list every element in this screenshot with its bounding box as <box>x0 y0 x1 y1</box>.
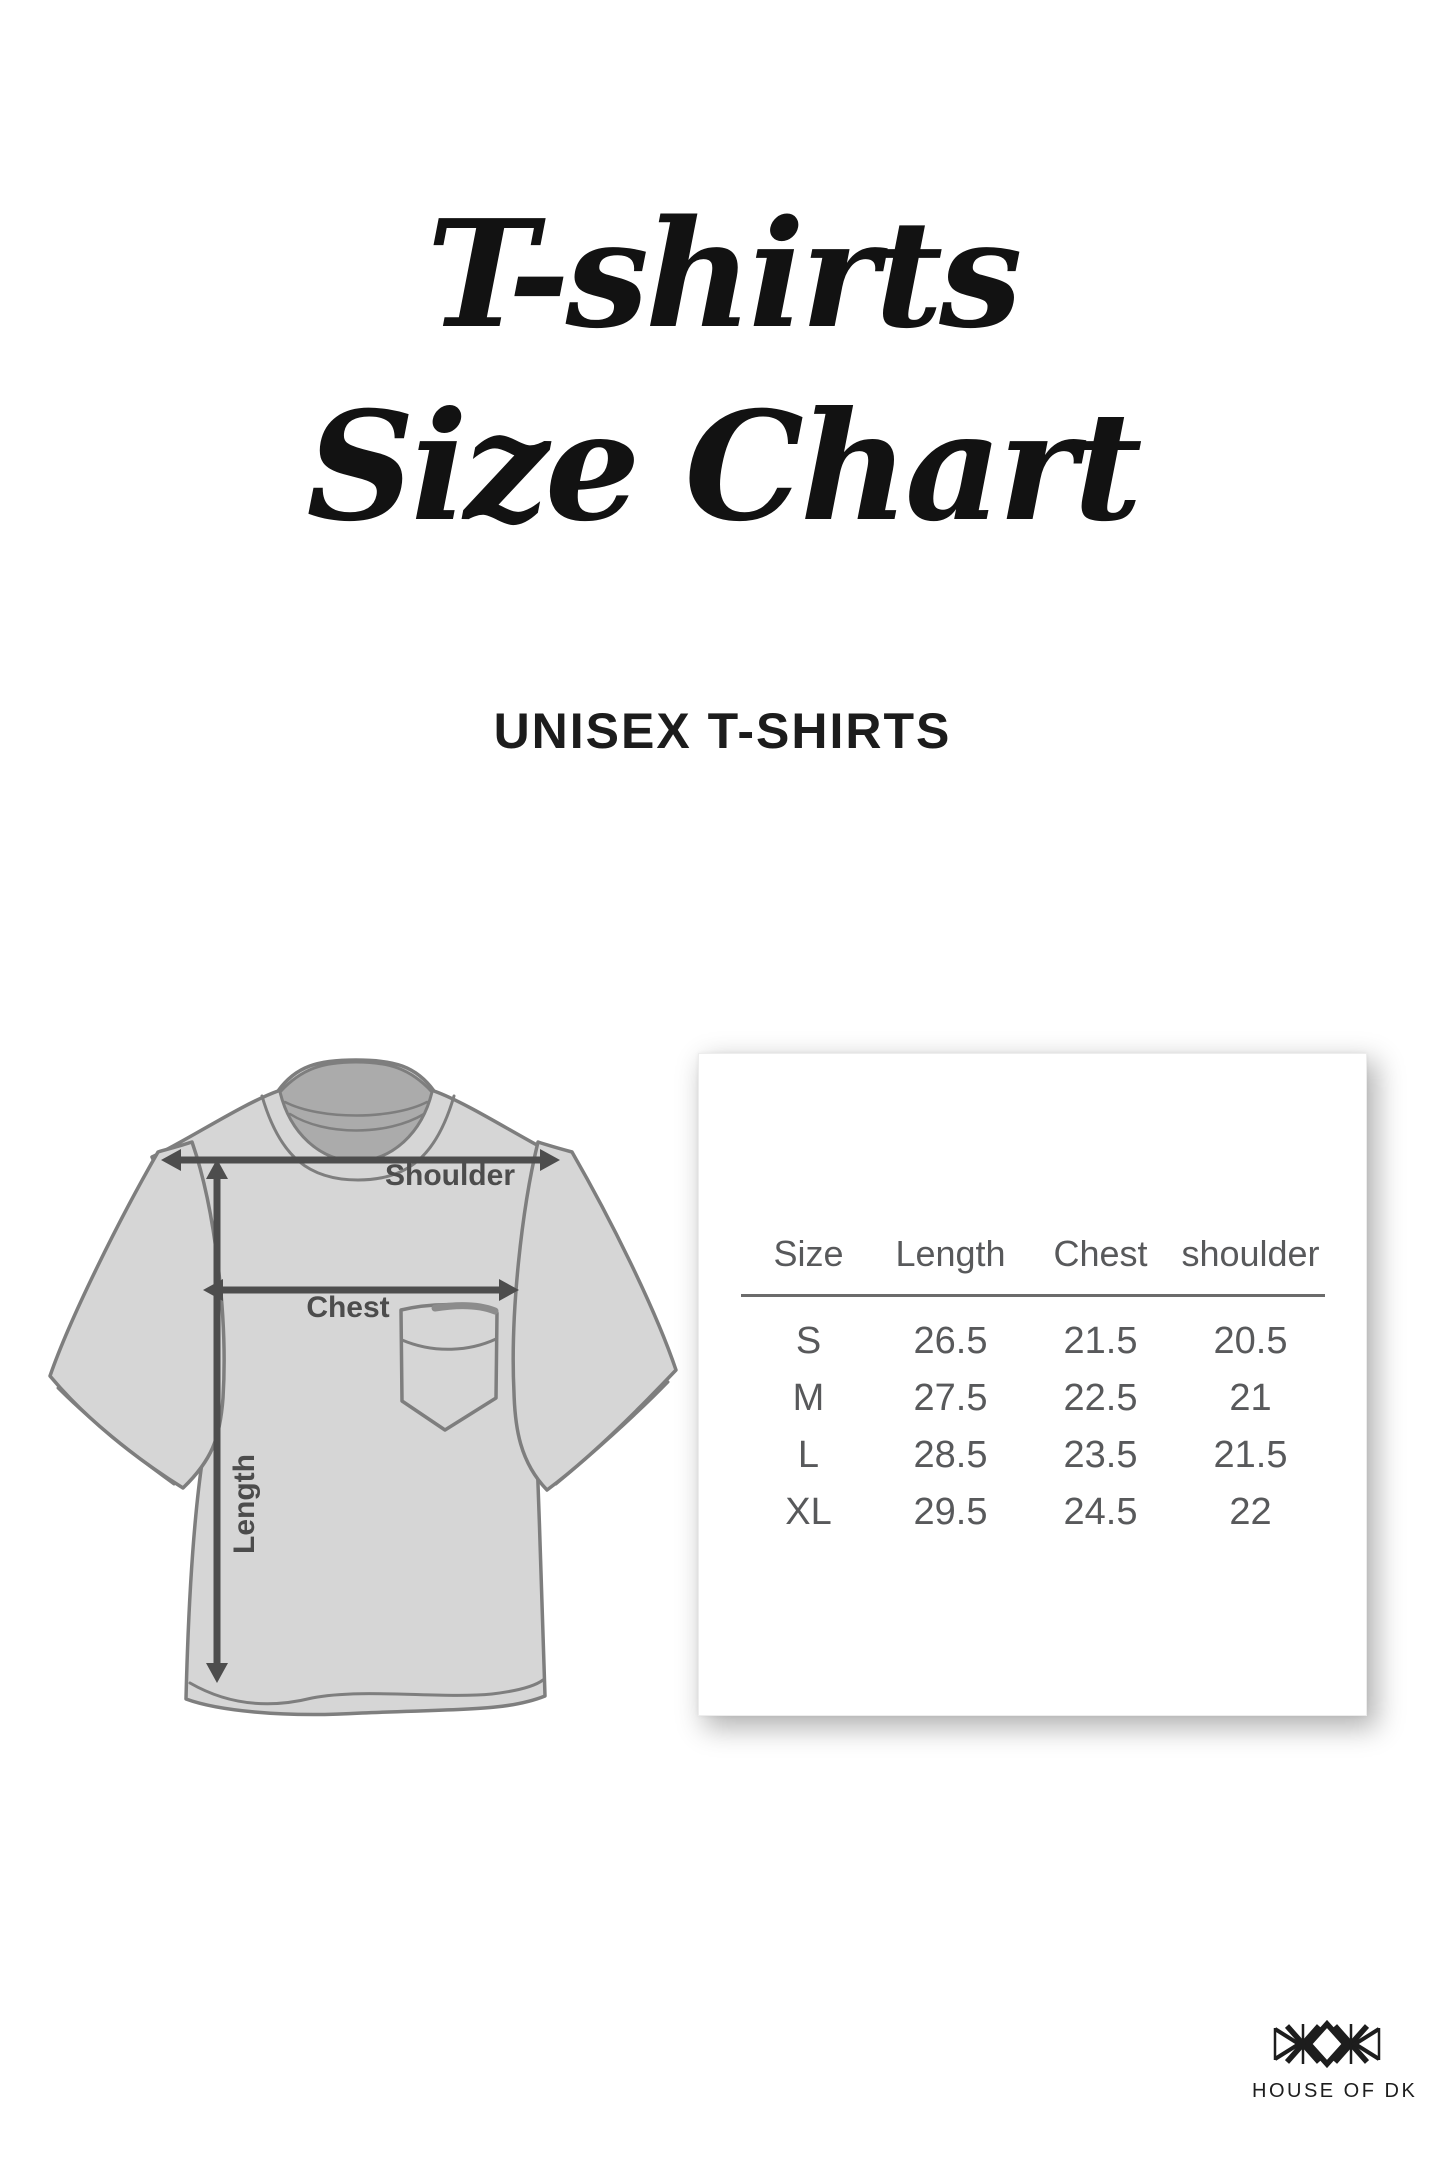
table-cell: 21.5 <box>1063 1320 1138 1362</box>
pocket-top-accent <box>431 1302 499 1315</box>
table-cell: 23.5 <box>1063 1434 1138 1476</box>
left-sleeve-hem-seam <box>56 1386 176 1486</box>
table-cell: M <box>792 1377 825 1419</box>
table-cell: 27.5 <box>913 1377 988 1419</box>
table-cell: L <box>797 1434 820 1476</box>
tshirt-left-sleeve <box>48 1140 226 1490</box>
shoulder-label: Shoulder <box>385 1159 515 1192</box>
table-body: S 26.5 21.5 20.5 M 27.5 22.5 21 L 28.5 23.5 21.5 XL 2… <box>741 1313 1325 1541</box>
arrowhead-right-icon <box>499 1279 519 1301</box>
table-row: M 27.5 22.5 21 <box>741 1370 1325 1427</box>
tshirt-measurement-diagram: Shoulder Chest Length <box>48 1058 678 1717</box>
table-header-cell: Chest <box>1053 1233 1148 1274</box>
tshirt-collar <box>278 1060 434 1163</box>
bottom-hem-seam <box>188 1678 545 1706</box>
table-cell: 22 <box>1229 1491 1272 1533</box>
table-header-cell: shoulder <box>1181 1233 1320 1274</box>
neckline-seam <box>260 1094 456 1182</box>
house-of-dk-monogram-icon <box>1273 2019 1381 2069</box>
brand-name: HOUSE OF DK <box>1252 2080 1418 2102</box>
table-cell: 22.5 <box>1063 1377 1138 1419</box>
table-header-cell: Size <box>773 1233 844 1274</box>
arrowhead-down-icon <box>206 1663 228 1683</box>
table-cell: 21 <box>1229 1377 1272 1419</box>
table-cell: XL <box>785 1491 832 1533</box>
chest-label: Chest <box>306 1291 389 1324</box>
table-cell: S <box>795 1320 822 1362</box>
page-title-line-2: Size Chart <box>306 379 1142 555</box>
pocket-flap-seam <box>400 1337 498 1351</box>
table-cell: 21.5 <box>1213 1434 1288 1476</box>
size-table: Size Length Chest shoulder S 26.5 21.5 20.5 M 27… <box>740 1228 1325 1541</box>
size-table-card: Size Length Chest shoulder S 26.5 21.5 20.5 M 27… <box>698 1053 1367 1716</box>
table-row: XL 29.5 24.5 22 <box>741 1484 1325 1541</box>
table-cell: 26.5 <box>913 1320 988 1362</box>
arrowhead-right-icon <box>540 1149 560 1171</box>
right-sleeve-hem-seam <box>554 1380 670 1486</box>
arrowhead-up-icon <box>206 1159 228 1179</box>
arrowhead-left-icon <box>161 1149 181 1171</box>
subtitle: UNISEX T-SHIRTS <box>493 703 952 759</box>
page-title-line-1: T-shirts <box>426 187 1023 361</box>
table-cell: 29.5 <box>913 1491 988 1533</box>
tshirt-body <box>150 1058 562 1717</box>
arrowhead-left-icon <box>203 1279 223 1301</box>
table-row: L 28.5 23.5 21.5 <box>741 1427 1325 1484</box>
table-header-cell: Length <box>895 1233 1006 1274</box>
table-header-rule <box>740 1294 1325 1297</box>
table-header-row: Size Length Chest shoulder <box>741 1228 1325 1280</box>
length-label: Length <box>228 1454 261 1554</box>
table-row: S 26.5 21.5 20.5 <box>741 1313 1325 1370</box>
table-cell: 24.5 <box>1063 1491 1138 1533</box>
brand-logo: HOUSE OF DK <box>1252 2019 1418 2103</box>
table-cell: 20.5 <box>1213 1320 1288 1362</box>
tshirt-right-sleeve <box>511 1140 678 1492</box>
collar-band-seams <box>283 1100 429 1132</box>
table-cell: 28.5 <box>913 1434 988 1476</box>
